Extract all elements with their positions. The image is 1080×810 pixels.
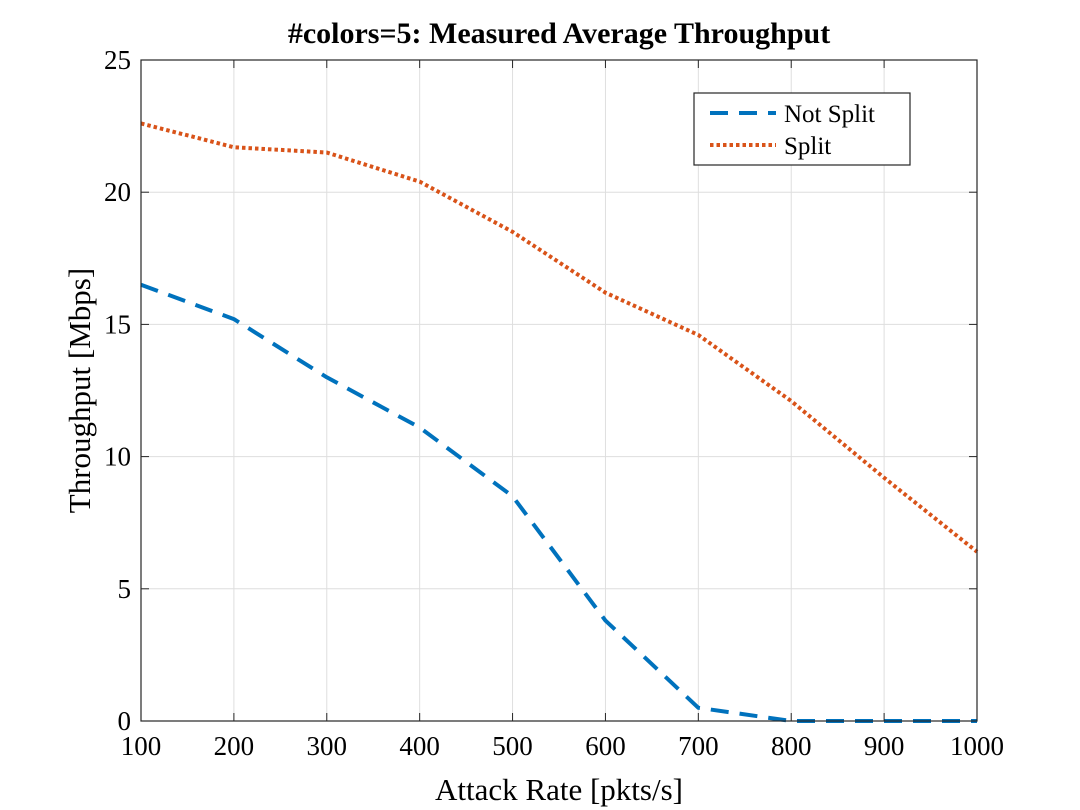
series-line-split <box>140 121 979 554</box>
chart-title: #colors=5: Measured Average Throughput <box>288 17 830 50</box>
x-tick-label: 300 <box>307 731 348 761</box>
x-tick-label: 700 <box>678 731 719 761</box>
plot-frame <box>140 59 978 722</box>
legend: Not Split Split <box>693 92 911 166</box>
x-axis-label: Attack Rate [pkts/s] <box>435 772 683 807</box>
legend-label-split: Split <box>784 133 831 160</box>
y-tick-label: 25 <box>104 45 131 75</box>
x-tick-label: 100 <box>121 731 162 761</box>
series-line-not-split <box>140 282 977 723</box>
y-tick-label: 5 <box>118 574 132 604</box>
y-axis-label: Throughput [Mbps] <box>62 268 97 513</box>
y-tick-label: 15 <box>104 309 131 339</box>
y-tick-label: 0 <box>118 706 132 736</box>
series-lines <box>140 121 979 723</box>
axis-ticks: 100 200 300 400 500 600 700 800 900 1000 0 5 10 15 20 2… <box>104 45 1004 761</box>
legend-box <box>693 92 911 166</box>
x-tick-label: 200 <box>214 731 255 761</box>
x-tick-label: 1000 <box>950 731 1004 761</box>
legend-label-not-split: Not Split <box>784 101 875 128</box>
x-tick-label: 600 <box>585 731 626 761</box>
y-tick-label: 10 <box>104 442 131 472</box>
x-tick-label: 900 <box>864 731 905 761</box>
y-tick-label: 20 <box>104 177 131 207</box>
x-tick-label: 500 <box>492 731 533 761</box>
x-tick-label: 800 <box>771 731 812 761</box>
x-tick-label: 400 <box>399 731 440 761</box>
